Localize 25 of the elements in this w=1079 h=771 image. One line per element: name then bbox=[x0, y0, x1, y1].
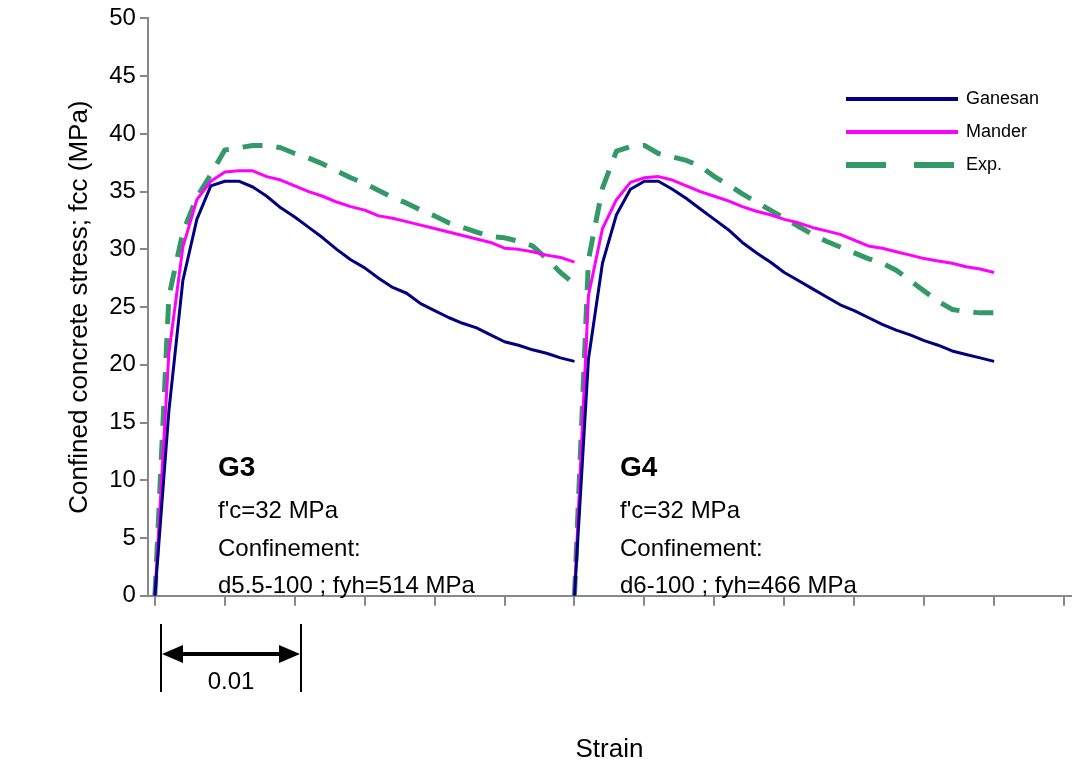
annotation: Confinement: bbox=[218, 534, 361, 562]
annotation: f'c=32 MPa bbox=[620, 496, 740, 524]
y-tick-label: 25 bbox=[109, 291, 136, 319]
y-tick-label: 35 bbox=[109, 176, 136, 204]
annotation: d5.5-100 ; fyh=514 MPa bbox=[218, 571, 475, 599]
text: 0.01 bbox=[206, 667, 256, 695]
y-axis-title: Confined concrete stress; fcc (MPa) bbox=[62, 100, 93, 514]
y-tick-label: 15 bbox=[109, 407, 136, 435]
annotation: Confinement: bbox=[620, 534, 763, 562]
annotation: G3 bbox=[218, 451, 256, 483]
y-tick-label: 0 bbox=[122, 580, 136, 608]
annotation: f'c=32 MPa bbox=[218, 496, 338, 524]
x-axis-title: Strain bbox=[575, 732, 644, 763]
legend-label: Ganesan bbox=[966, 88, 1040, 109]
y-tick-label: 45 bbox=[109, 60, 136, 88]
y-tick-label: 20 bbox=[109, 349, 136, 377]
y-tick-label: 50 bbox=[109, 3, 136, 31]
annotation: G4 bbox=[620, 451, 658, 483]
annotation: d6-100 ; fyh=466 MPa bbox=[620, 571, 857, 599]
legend-label: Exp. bbox=[966, 154, 1003, 175]
y-tick-label: 5 bbox=[122, 522, 136, 550]
legend-label: Mander bbox=[966, 121, 1028, 142]
y-tick-label: 40 bbox=[109, 118, 136, 146]
y-tick-label: 30 bbox=[109, 233, 136, 261]
y-tick-label: 10 bbox=[109, 464, 136, 492]
